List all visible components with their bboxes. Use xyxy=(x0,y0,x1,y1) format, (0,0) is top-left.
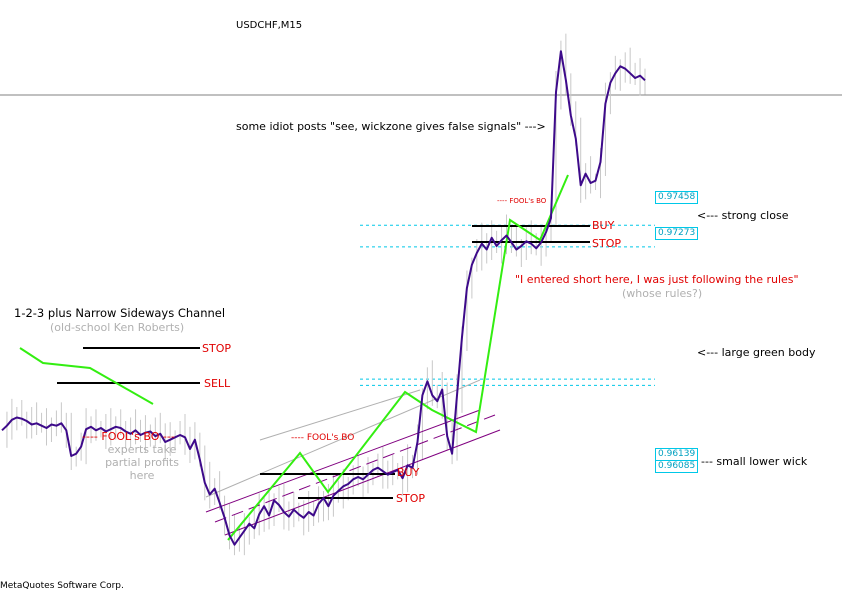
price-series-line xyxy=(1,50,646,546)
green-swing-1 xyxy=(19,347,154,405)
level-lines xyxy=(360,224,655,386)
chart-title: USDCHF,M15 xyxy=(236,20,303,31)
title-123-label: 1-2-3 plus Narrow Sideways Channel xyxy=(14,306,226,320)
level-tag-1: 0.97458 xyxy=(655,191,699,204)
upper-trend-line-2 xyxy=(259,389,421,441)
idiot-label: some idiot posts "see, wickzone gives fa… xyxy=(236,120,546,133)
small-wick-label: --- small lower wick xyxy=(701,455,808,468)
buy-label-2: BUY xyxy=(397,466,420,479)
footer-credit: MetaQuotes Software Corp. xyxy=(0,581,124,591)
sell-label: SELL xyxy=(204,377,231,390)
channel-line-upper xyxy=(205,409,481,513)
fools-bo-label-1: ---- FOOL's BO --- xyxy=(82,430,175,443)
upper-trend-line xyxy=(205,379,481,498)
whose-rules-label: (whose rules?) xyxy=(622,287,703,300)
strong-close-label: <--- strong close xyxy=(697,209,789,222)
green-swing-2 xyxy=(227,174,569,541)
large-green-label: <--- large green body xyxy=(697,346,816,359)
stop-label-1: STOP xyxy=(202,342,231,355)
buy-label-3: BUY xyxy=(592,219,615,232)
stop-label-3: STOP xyxy=(592,237,621,250)
level-tag-4: 0.96085 xyxy=(655,460,699,473)
experts-label-1: experts take xyxy=(107,443,177,456)
experts-label-2: partial profits xyxy=(105,456,179,469)
channel-line-middle xyxy=(214,414,496,523)
experts-label-3: here xyxy=(129,469,155,482)
subtitle-123-label: (old-school Ken Roberts) xyxy=(50,321,185,334)
stop-label-2: STOP xyxy=(396,492,425,505)
entered-short-label: "I entered short here, I was just follow… xyxy=(515,273,799,286)
fools-bo-label-2: ---- FOOL's BO xyxy=(291,433,355,443)
channel-line-lower xyxy=(224,429,501,536)
level-tag-2: 0.97273 xyxy=(655,227,699,240)
fools-bo-label-3: ---- FOOL's BO xyxy=(497,197,547,205)
